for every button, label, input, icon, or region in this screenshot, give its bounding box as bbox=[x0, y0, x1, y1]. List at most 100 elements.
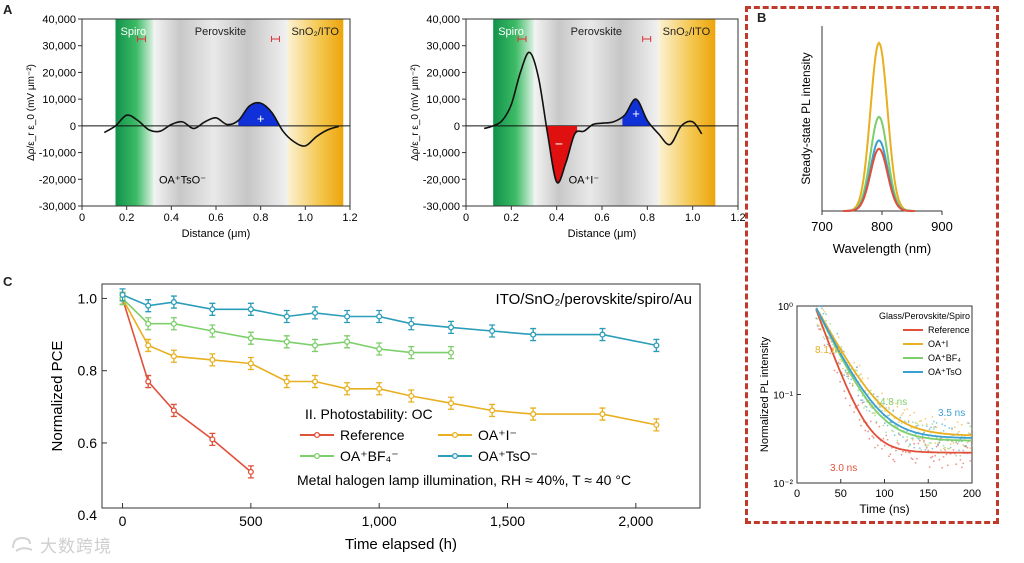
lifetime-label: 3.5 ns bbox=[938, 408, 965, 419]
pce-data-point bbox=[376, 313, 383, 320]
y-tick-label: 0.4 bbox=[78, 507, 98, 523]
trpl-data-point bbox=[846, 375, 848, 378]
region-band bbox=[287, 19, 344, 206]
trpl-data-point bbox=[843, 390, 846, 393]
trpl-data-point bbox=[818, 305, 820, 307]
trpl-data-point bbox=[939, 449, 942, 451]
panel-b-highlight-border bbox=[745, 6, 999, 524]
trpl-data-point bbox=[903, 409, 906, 411]
trpl-data-point bbox=[863, 407, 865, 409]
trpl-data-point bbox=[909, 414, 911, 417]
trpl-data-point bbox=[904, 440, 907, 443]
trpl-data-point bbox=[864, 429, 867, 432]
pce-data-point bbox=[447, 400, 455, 407]
legend-marker bbox=[313, 452, 321, 460]
pce-data-point bbox=[489, 407, 496, 414]
trpl-data-point bbox=[917, 424, 920, 427]
trpl-data-point bbox=[897, 421, 900, 424]
trpl-data-point bbox=[849, 382, 851, 385]
legend-label: OA⁺I bbox=[928, 339, 948, 349]
pce-data-point bbox=[119, 291, 126, 298]
trpl-data-point bbox=[902, 412, 904, 415]
trpl-data-point bbox=[909, 443, 911, 445]
trpl-data-point bbox=[907, 451, 910, 454]
trpl-data-point bbox=[942, 444, 945, 447]
trpl-data-point bbox=[917, 437, 920, 440]
trpl-data-point bbox=[876, 444, 879, 447]
chart-b2: 3.0 ns 8.1 ns 4.8 ns 3.5 ns Glass/Perovskite… bbox=[759, 302, 981, 516]
trpl-data-point bbox=[924, 444, 927, 447]
y-tick-label: 10⁻¹ bbox=[773, 391, 793, 402]
trpl-data-point bbox=[829, 352, 832, 355]
trpl-data-point bbox=[944, 449, 946, 451]
trpl-data-point bbox=[888, 455, 890, 458]
trpl-data-point bbox=[953, 426, 956, 428]
trpl-data-point bbox=[944, 424, 946, 427]
x-tick-label: 0.4 bbox=[549, 212, 564, 224]
trpl-data-point bbox=[835, 350, 837, 353]
trpl-data-point bbox=[816, 323, 819, 326]
trpl-data-point bbox=[960, 466, 963, 469]
y-axis-label: Δρ/ε_r ε_0 (mV μm⁻²) bbox=[26, 64, 37, 161]
y-tick-label: 20,000 bbox=[426, 67, 460, 79]
trpl-data-point bbox=[860, 373, 862, 375]
trpl-data-point bbox=[878, 406, 881, 408]
trpl-data-point bbox=[952, 449, 955, 451]
x-tick-label: 1.0 bbox=[298, 212, 313, 224]
legend-label: OA⁺BF₄⁻ bbox=[340, 448, 399, 464]
legend-marker bbox=[451, 452, 459, 460]
legend-label: OA⁺TsO⁻ bbox=[478, 448, 538, 464]
trpl-data-point bbox=[822, 308, 825, 311]
trpl-data-point bbox=[909, 451, 911, 454]
trpl-data-point bbox=[899, 434, 902, 436]
pce-data-point bbox=[311, 309, 319, 316]
pce-data-point bbox=[489, 327, 496, 335]
pl-series-line bbox=[843, 147, 915, 212]
region-label: SnO₂/ITO bbox=[663, 26, 711, 38]
y-tick-label: 0 bbox=[70, 121, 76, 133]
y-axis-label: Normalized PCE bbox=[49, 341, 66, 452]
legend-marker bbox=[451, 431, 459, 439]
trpl-data-point bbox=[959, 454, 962, 457]
trpl-data-point bbox=[938, 441, 941, 444]
x-tick-label: 50 bbox=[835, 488, 847, 500]
trpl-data-point bbox=[948, 447, 951, 450]
trpl-data-point bbox=[892, 409, 895, 412]
y-tick-label: 0.8 bbox=[78, 363, 98, 379]
trpl-data-point bbox=[874, 446, 876, 449]
trpl-data-point bbox=[910, 427, 913, 429]
trpl-data-point bbox=[920, 449, 923, 451]
pce-data-point bbox=[170, 299, 177, 306]
pce-data-point bbox=[344, 338, 351, 345]
trpl-data-point bbox=[965, 445, 967, 447]
plot-frame bbox=[101, 283, 701, 509]
trpl-data-point bbox=[914, 421, 917, 424]
trpl-data-point bbox=[816, 325, 819, 328]
trpl-data-point bbox=[934, 454, 937, 457]
trpl-data-point bbox=[874, 412, 876, 414]
trpl-data-point bbox=[910, 437, 913, 440]
trpl-data-point bbox=[918, 437, 921, 440]
trpl-data-point bbox=[956, 442, 959, 445]
positive-sign-label: + bbox=[632, 106, 640, 121]
trpl-data-point bbox=[931, 423, 934, 425]
trpl-data-point bbox=[860, 399, 862, 401]
pce-data-point bbox=[599, 411, 606, 418]
chart-c: 0 500 1,000 1,500 2,000 0.4 0.6 0.8 1.0 Time elap… bbox=[49, 283, 701, 553]
trpl-data-point bbox=[869, 420, 872, 423]
y-tick-label: 40,000 bbox=[42, 14, 76, 26]
pce-data-point bbox=[599, 331, 606, 338]
trpl-data-point bbox=[818, 328, 820, 331]
trpl-data-point bbox=[924, 448, 927, 451]
region-label: SnO₂/ITO bbox=[291, 26, 339, 38]
trpl-data-point bbox=[840, 360, 843, 363]
device-structure-label: ITO/SnO₂/perovskite/spiro/Au bbox=[496, 291, 692, 308]
x-axis-label: Time (ns) bbox=[859, 502, 909, 516]
trpl-data-point bbox=[844, 397, 847, 400]
trpl-data-point bbox=[969, 447, 972, 449]
trpl-data-point bbox=[823, 338, 826, 340]
material-annotation: OA⁺I⁻ bbox=[569, 174, 600, 186]
trpl-data-point bbox=[928, 428, 931, 431]
y-tick-label: 30,000 bbox=[42, 41, 76, 53]
trpl-data-point bbox=[945, 453, 948, 456]
